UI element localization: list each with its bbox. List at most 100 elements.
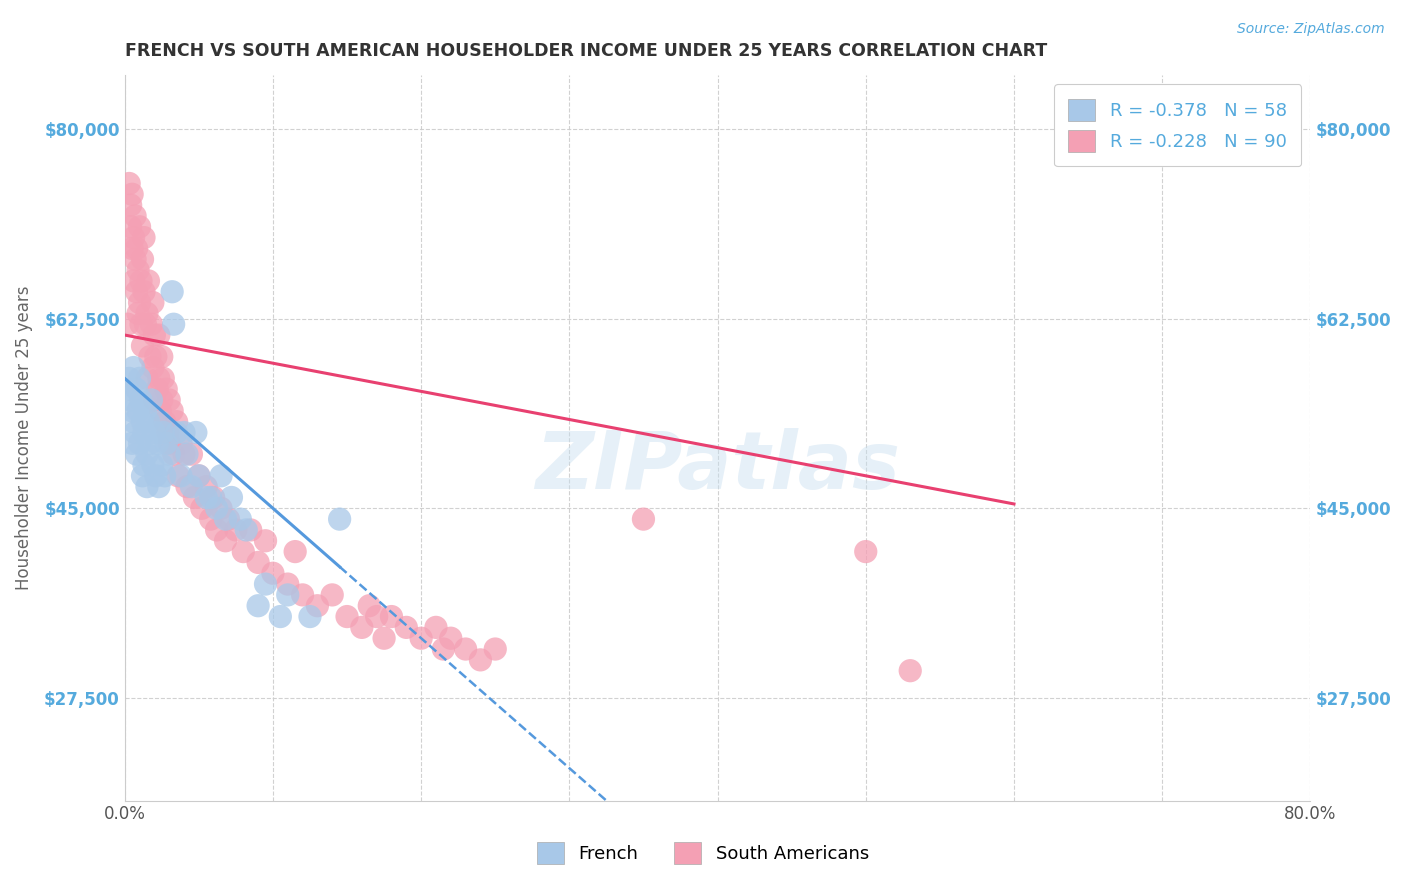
Point	[134, 317, 156, 331]
Point	[157, 447, 180, 461]
Point	[176, 480, 198, 494]
Point	[180, 447, 202, 461]
Point	[150, 392, 173, 407]
Point	[120, 219, 142, 234]
Text: Source: ZipAtlas.com: Source: ZipAtlas.com	[1237, 22, 1385, 37]
Point	[484, 642, 506, 657]
Point	[440, 631, 463, 645]
Point	[157, 436, 180, 450]
Point	[167, 468, 190, 483]
Point	[329, 512, 352, 526]
Point	[146, 436, 169, 450]
Point	[146, 382, 169, 396]
Point	[200, 512, 222, 526]
Point	[187, 468, 209, 483]
Point	[136, 306, 159, 320]
Point	[143, 328, 166, 343]
Point	[291, 588, 314, 602]
Point	[277, 577, 299, 591]
Point	[125, 447, 148, 461]
Point	[121, 404, 143, 418]
Point	[120, 198, 142, 212]
Point	[160, 285, 183, 299]
Point	[411, 631, 433, 645]
Point	[129, 317, 152, 331]
Point	[225, 523, 247, 537]
Point	[122, 274, 145, 288]
Point	[170, 436, 193, 450]
Point	[898, 664, 921, 678]
Point	[205, 523, 228, 537]
Point	[131, 415, 153, 429]
Point	[121, 436, 143, 450]
Point	[184, 425, 207, 440]
Point	[166, 415, 188, 429]
Point	[131, 468, 153, 483]
Text: FRENCH VS SOUTH AMERICAN HOUSEHOLDER INCOME UNDER 25 YEARS CORRELATION CHART: FRENCH VS SOUTH AMERICAN HOUSEHOLDER INC…	[125, 42, 1047, 60]
Point	[205, 501, 228, 516]
Point	[139, 350, 162, 364]
Point	[148, 371, 170, 385]
Point	[187, 468, 209, 483]
Point	[129, 392, 152, 407]
Point	[152, 425, 174, 440]
Point	[209, 501, 232, 516]
Point	[162, 317, 184, 331]
Point	[200, 491, 222, 505]
Point	[127, 263, 149, 277]
Point	[143, 392, 166, 407]
Point	[247, 599, 270, 613]
Point	[173, 447, 195, 461]
Point	[160, 404, 183, 418]
Point	[247, 556, 270, 570]
Text: ZIPatlas: ZIPatlas	[536, 428, 900, 506]
Point	[125, 285, 148, 299]
Point	[214, 533, 236, 548]
Point	[132, 458, 155, 472]
Point	[173, 425, 195, 440]
Legend: French, South Americans: French, South Americans	[523, 828, 883, 879]
Point	[125, 242, 148, 256]
Point	[254, 533, 277, 548]
Point	[131, 339, 153, 353]
Point	[152, 371, 174, 385]
Point	[235, 523, 257, 537]
Point	[143, 425, 166, 440]
Point	[269, 609, 291, 624]
Point	[118, 177, 141, 191]
Point	[129, 274, 152, 288]
Point	[138, 274, 160, 288]
Point	[117, 317, 139, 331]
Point	[366, 609, 388, 624]
Point	[153, 415, 176, 429]
Point	[124, 252, 146, 267]
Point	[254, 577, 277, 591]
Point	[136, 480, 159, 494]
Point	[127, 306, 149, 320]
Point	[139, 436, 162, 450]
Point	[127, 404, 149, 418]
Point	[136, 447, 159, 461]
Point	[321, 588, 343, 602]
Point	[122, 360, 145, 375]
Legend: R = -0.378   N = 58, R = -0.228   N = 90: R = -0.378 N = 58, R = -0.228 N = 90	[1054, 84, 1302, 166]
Point	[128, 219, 150, 234]
Point	[350, 620, 373, 634]
Point	[214, 512, 236, 526]
Point	[176, 447, 198, 461]
Point	[454, 642, 477, 657]
Point	[155, 382, 177, 396]
Point	[120, 392, 142, 407]
Point	[141, 317, 163, 331]
Point	[148, 480, 170, 494]
Point	[128, 295, 150, 310]
Point	[136, 371, 159, 385]
Point	[128, 371, 150, 385]
Point	[142, 295, 165, 310]
Point	[855, 544, 877, 558]
Point	[170, 468, 193, 483]
Point	[262, 566, 284, 581]
Point	[380, 609, 402, 624]
Point	[195, 480, 218, 494]
Point	[149, 404, 172, 418]
